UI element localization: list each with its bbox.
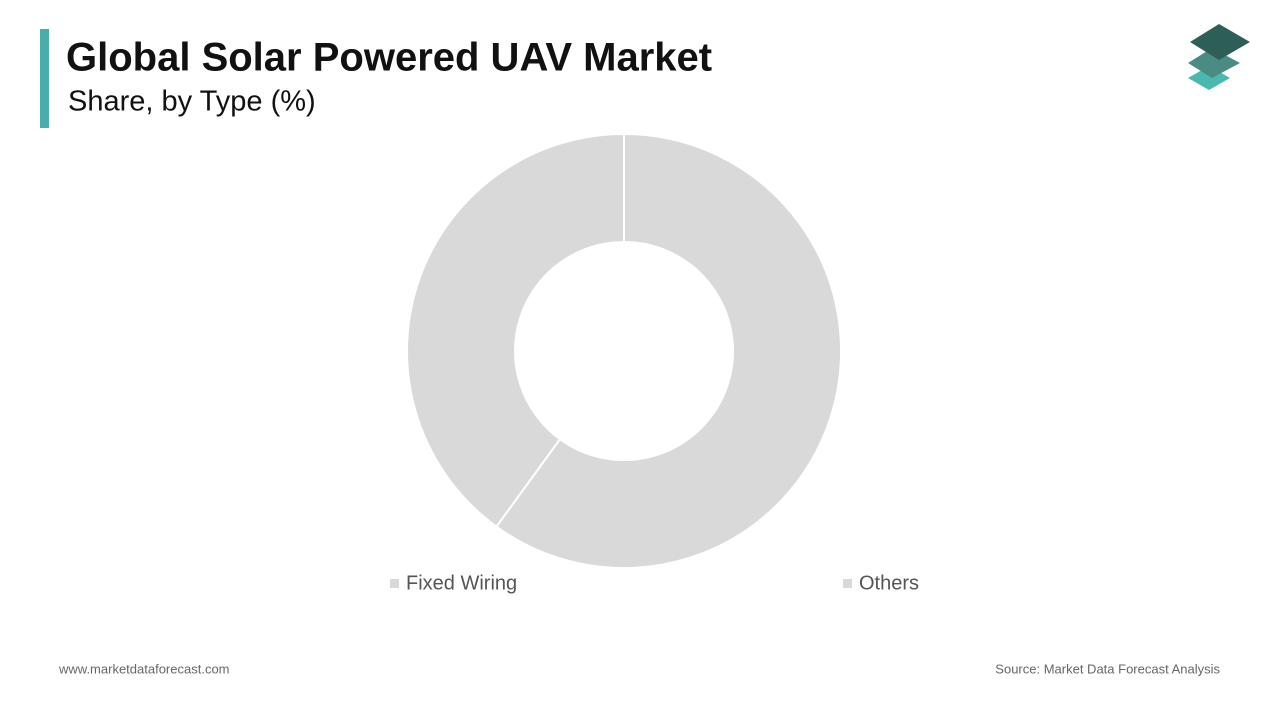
chart-title: Global Solar Powered UAV Market xyxy=(66,36,712,80)
donut-slice xyxy=(406,132,625,528)
source: Source: Market Data Forecast Analysis xyxy=(995,661,1220,676)
website: www.marketdataforecast.com xyxy=(58,661,230,676)
legend-marker xyxy=(843,579,852,588)
legend-label: Fixed Wiring xyxy=(406,572,517,594)
legend-marker xyxy=(390,579,399,588)
title-accent xyxy=(40,29,49,128)
chart-subtitle: Share, by Type (%) xyxy=(68,86,316,118)
logo xyxy=(1188,24,1250,90)
legend-label: Others xyxy=(859,572,919,594)
donut-slice xyxy=(495,132,842,569)
